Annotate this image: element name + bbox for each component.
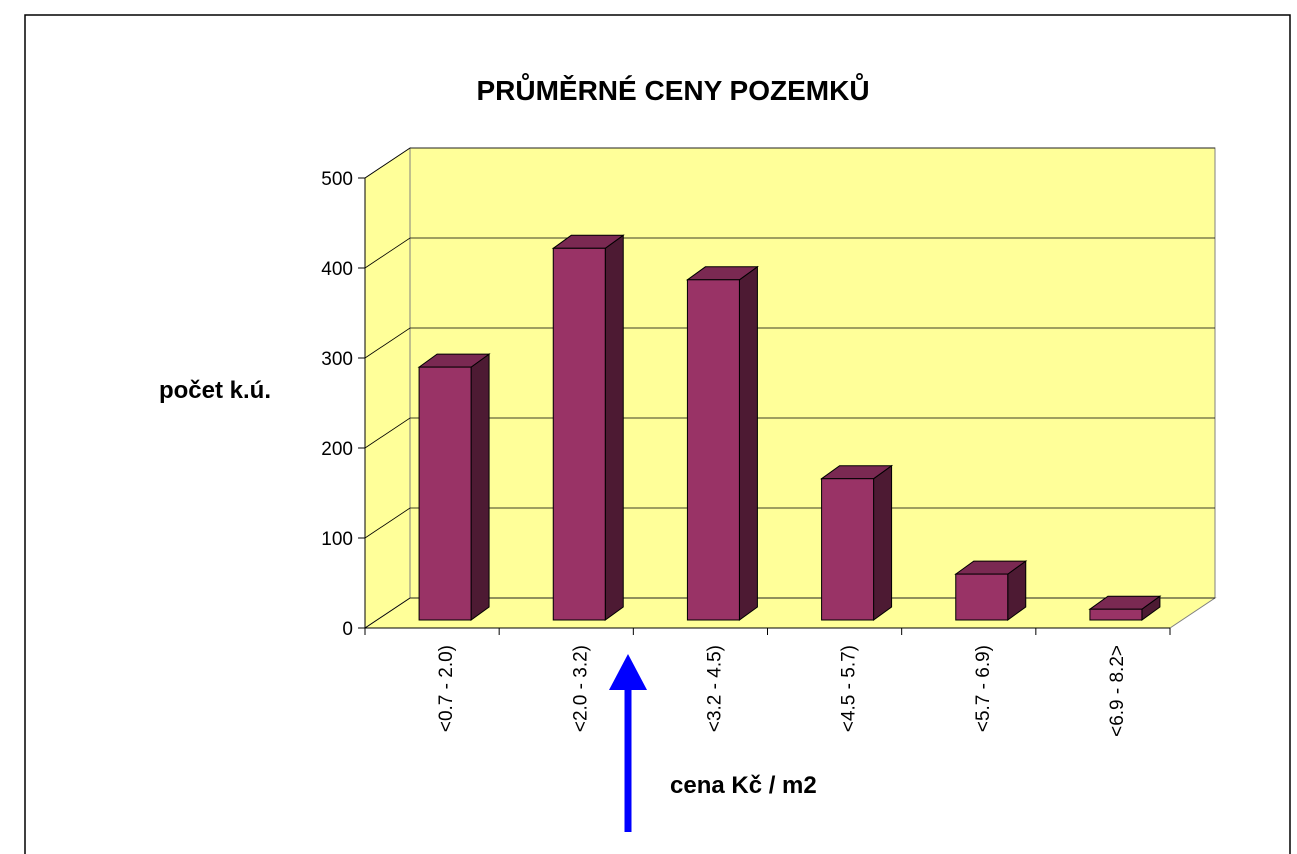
floor [363,597,1217,629]
bar [954,560,1028,621]
bar-side [604,234,624,621]
bar-side [470,353,490,621]
chart-title: PRŮMĚRNÉ CENY POZEMKŮ [476,73,869,106]
y-tick-label: 500 [321,169,353,190]
x-tick-label: <6.9 - 8.2> [1107,645,1128,737]
bar-front [552,247,606,621]
y-tick-label: 0 [342,619,353,640]
arrow-head [609,654,647,690]
y-tick-label: 200 [321,439,353,460]
bar [685,265,759,621]
bars [417,234,1162,621]
bar [820,464,894,621]
bar-front [955,573,1009,621]
grid-line [364,597,1215,629]
grid-line [364,327,1215,359]
grid-line [364,237,1215,269]
bar-side [873,464,893,621]
y-tick-label: 400 [321,259,353,280]
x-tick-label: <3.2 - 4.5) [704,645,725,732]
grid-line [364,507,1215,539]
x-tick-label: <0.7 - 2.0) [436,645,457,732]
back-wall [409,147,1216,599]
frame [24,14,1291,854]
bar-front [1089,608,1143,621]
bar-front [821,478,875,621]
bar-front [418,366,472,621]
x-tick-label: <4.5 - 5.7) [839,645,860,732]
x-tick-label: <5.7 - 6.9) [973,645,994,732]
x-axis-title: cena Kč / m2 [670,772,817,799]
y-axis-title: počet k.ú. [159,377,271,404]
bar [551,234,625,621]
grid-line [364,147,1215,179]
side-wall [364,147,411,629]
grid-line [364,417,1215,449]
y-tick-label: 100 [321,529,353,550]
bar-side [738,265,758,621]
grid: 0 100 200 300 400 500 [321,147,1215,640]
bar [417,353,491,621]
bar [1088,595,1162,621]
y-tick-label: 300 [321,349,353,370]
x-tick-label: <2.0 - 3.2) [570,645,591,732]
bar-front [686,279,740,621]
